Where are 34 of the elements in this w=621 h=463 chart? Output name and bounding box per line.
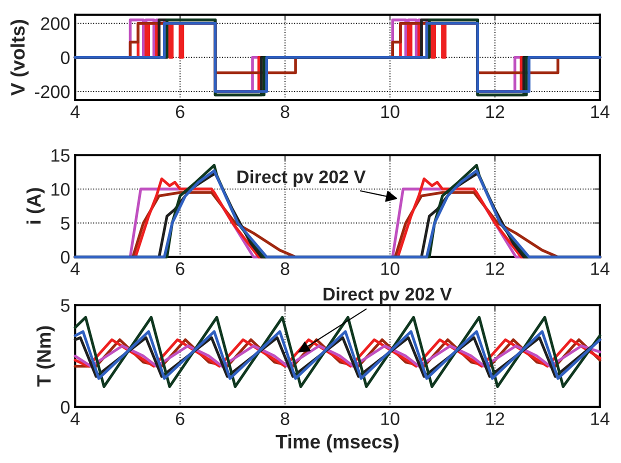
y-tick-label: 0 bbox=[60, 51, 70, 64]
x-tick-label: 4 bbox=[70, 412, 80, 425]
x-tick-label: 14 bbox=[591, 262, 610, 275]
y-axis-title: T (Nm) bbox=[36, 326, 55, 387]
y-tick-label: 10 bbox=[52, 182, 70, 196]
y-axis-title: i (A) bbox=[26, 188, 45, 224]
x-tick-label: 6 bbox=[176, 412, 184, 426]
x-axis-title: Time (msecs) bbox=[276, 434, 399, 452]
x-tick-label: 10 bbox=[381, 262, 400, 276]
x-tick-label: 12 bbox=[486, 412, 504, 425]
x-tick-label: 10 bbox=[381, 412, 400, 426]
y-tick-label: 5 bbox=[60, 299, 70, 312]
x-tick-label: 8 bbox=[280, 262, 290, 276]
y-tick-label: 5 bbox=[60, 217, 70, 230]
x-tick-label: 8 bbox=[280, 412, 290, 426]
x-tick-label: 6 bbox=[176, 105, 184, 118]
y-tick-label: 0 bbox=[60, 400, 70, 414]
x-tick-label: 8 bbox=[280, 105, 290, 118]
y-tick-label: 15 bbox=[52, 149, 70, 162]
y-tick-label: 0 bbox=[60, 250, 70, 264]
y-tick-label: -200 bbox=[34, 85, 70, 98]
y-axis-title: V (volts) bbox=[10, 20, 29, 96]
x-tick-label: 4 bbox=[70, 262, 80, 275]
x-tick-label: 6 bbox=[176, 262, 184, 276]
x-tick-label: 12 bbox=[486, 105, 504, 118]
x-tick-label: 12 bbox=[486, 262, 504, 275]
x-tick-label: 4 bbox=[70, 106, 80, 118]
x-tick-label: 14 bbox=[591, 412, 610, 425]
annotation: Direct pv 202 V bbox=[324, 287, 452, 304]
x-tick-label: 10 bbox=[381, 105, 400, 118]
line-series bbox=[74, 330, 602, 380]
annotation: Direct pv 202 V bbox=[238, 170, 366, 187]
x-tick-label: 14 bbox=[591, 106, 610, 118]
y-tick-label: 200 bbox=[41, 17, 70, 30]
